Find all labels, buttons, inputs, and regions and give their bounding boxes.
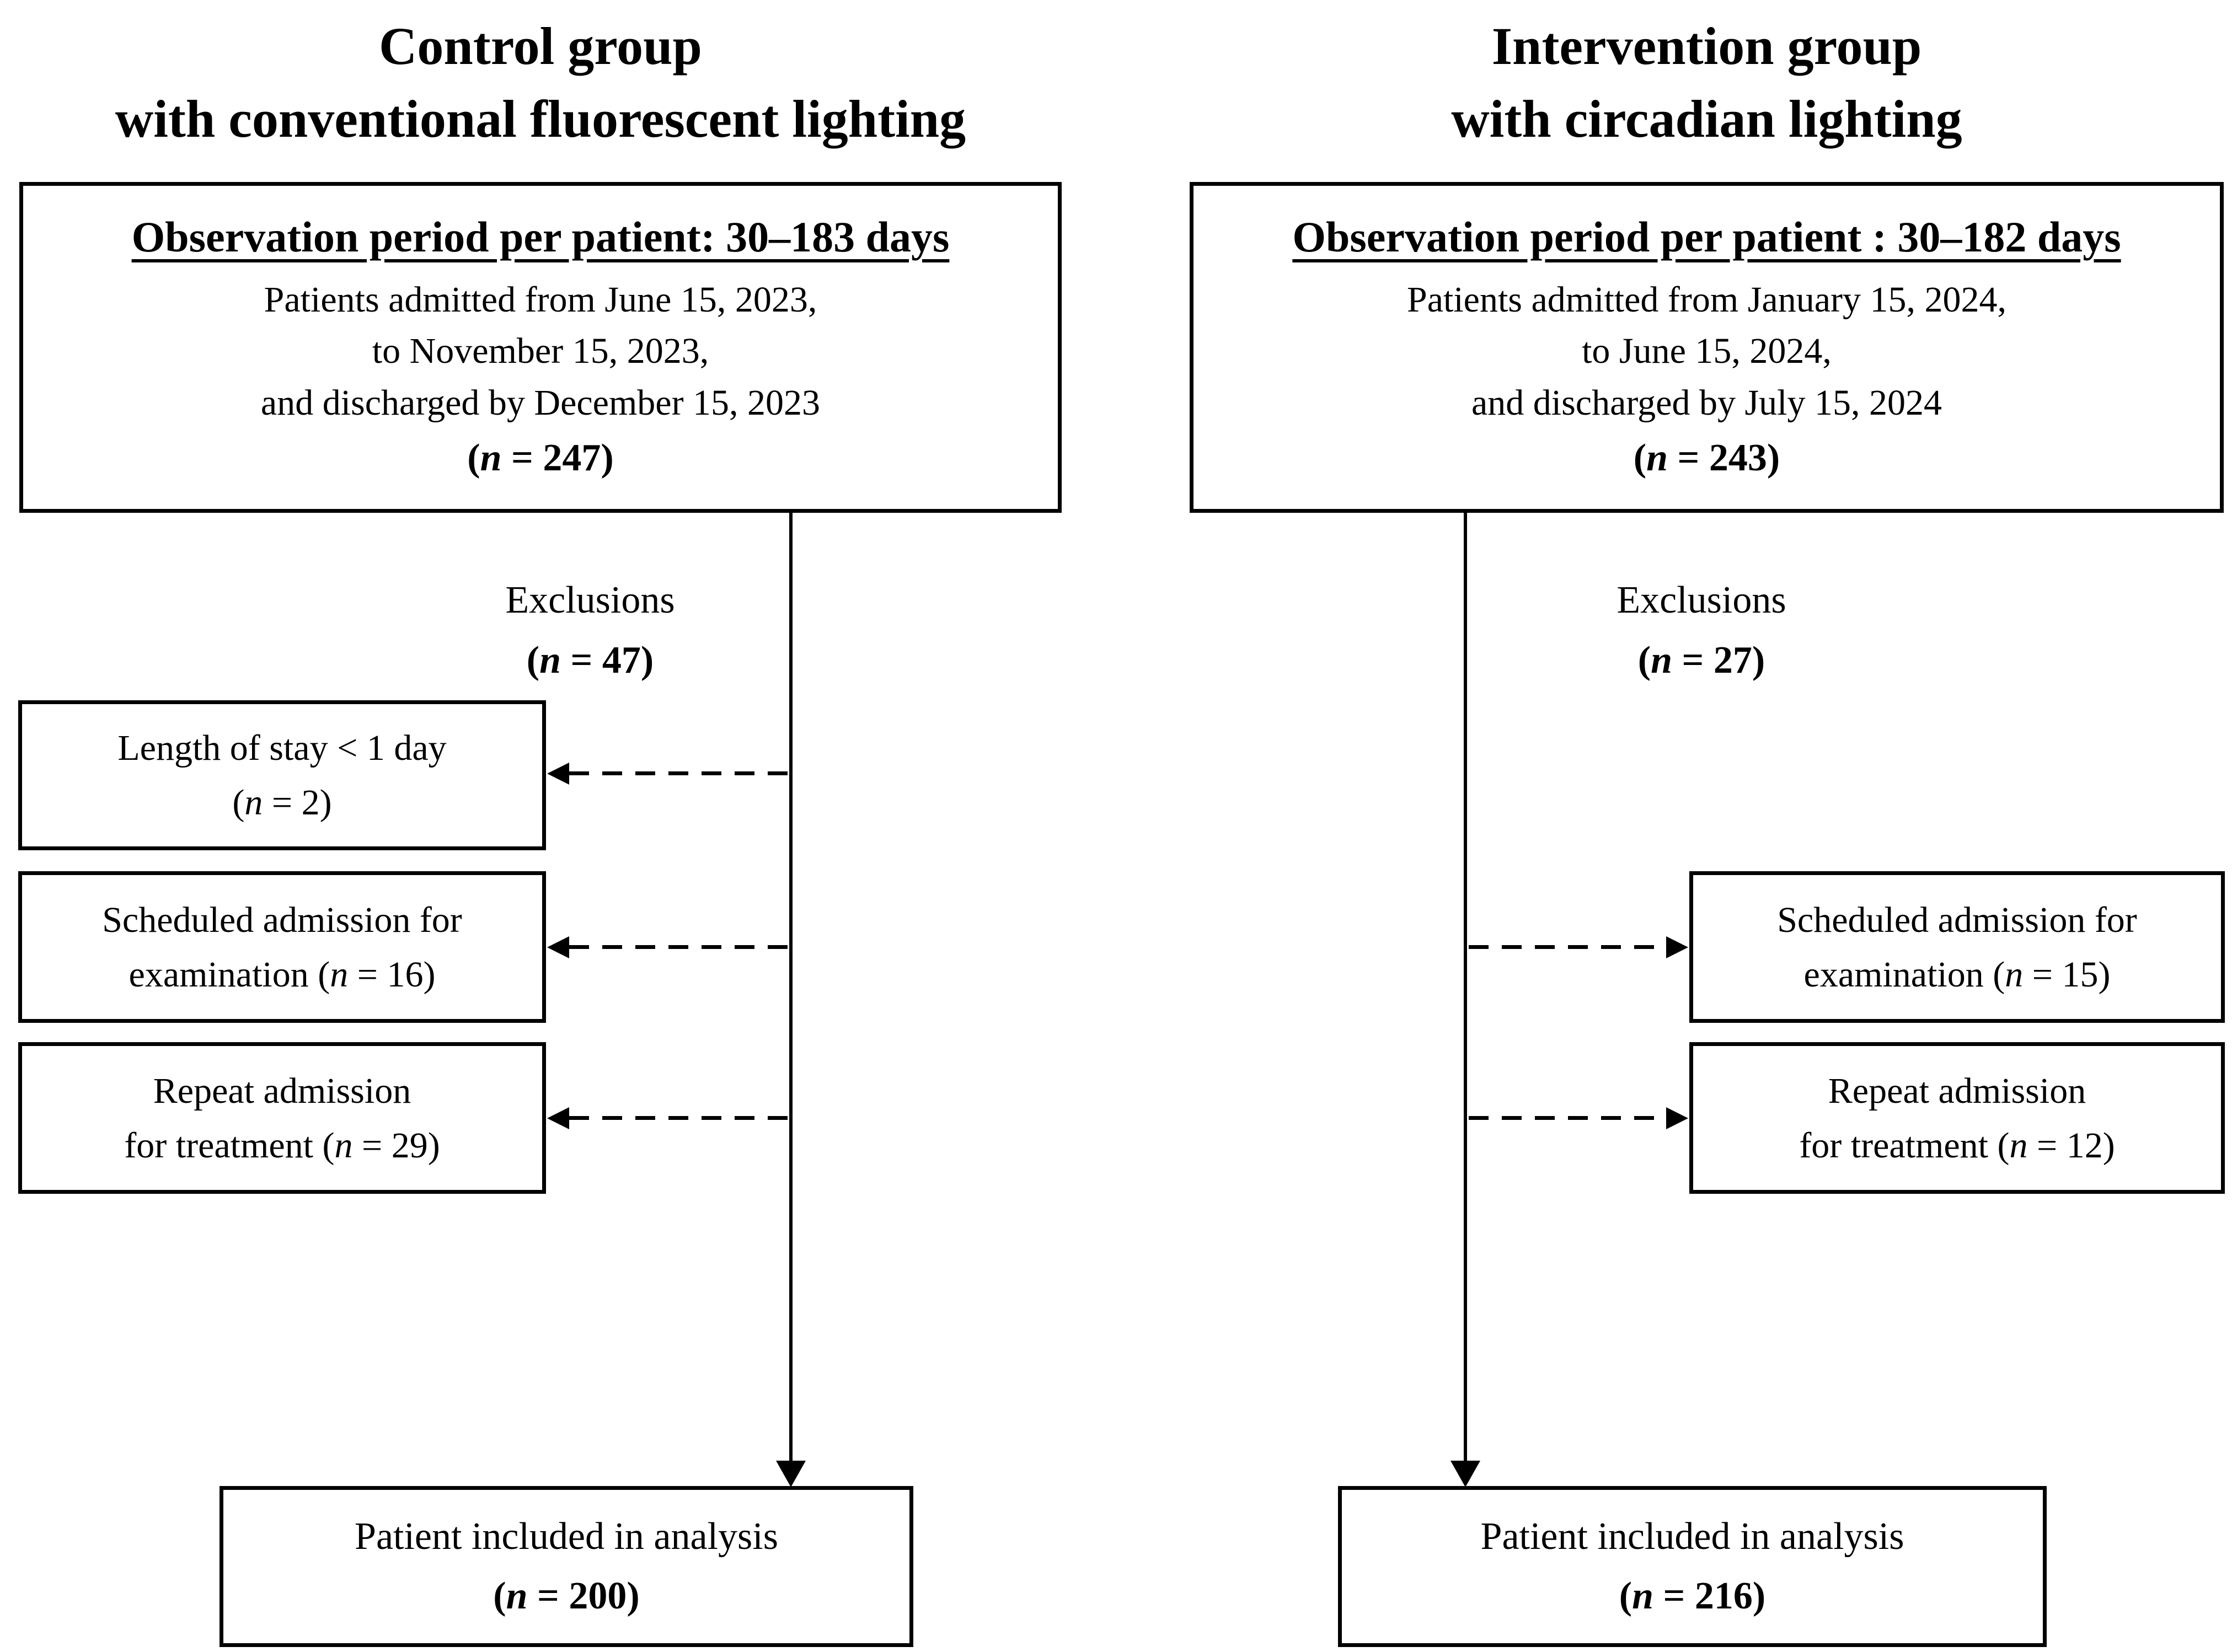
- intervention-flow-line: [1464, 513, 1467, 1462]
- control-observation-header: Observation period per patient: 30–183 d…: [131, 213, 950, 261]
- control-arrow-down-icon: [776, 1461, 806, 1487]
- exclusion-n: for treatment (n = 12): [1799, 1125, 2115, 1166]
- dashed-connector: [569, 945, 789, 949]
- intervention-title-line-1: Intervention group: [1491, 17, 1922, 76]
- intervention-exclusions-n: (n = 27): [1637, 639, 1765, 682]
- intervention-observation-header: Observation period per patient : 30–182 …: [1292, 213, 2121, 261]
- control-admission-line-2: to November 15, 2023,: [372, 331, 709, 372]
- control-included-n: (n = 200): [493, 1575, 640, 1617]
- intervention-title-line-2: with circadian lighting: [1451, 89, 1962, 149]
- dashed-connector: [1469, 945, 1666, 949]
- exclusion-n: examination (n = 15): [1803, 954, 2111, 995]
- intervention-observation-n: (n = 243): [1633, 436, 1780, 479]
- control-title-line-2: with conventional fluorescent lighting: [115, 89, 966, 149]
- arrow-left-icon: [547, 763, 569, 785]
- control-admission-line-1: Patients admitted from June 15, 2023,: [264, 279, 817, 320]
- control-exclusion-box-length-of-stay: Length of stay < 1 day (n = 2): [18, 700, 546, 850]
- control-exclusion-box-repeat-admission: Repeat admission for treatment (n = 29): [18, 1042, 546, 1194]
- dashed-connector: [1469, 1116, 1666, 1120]
- arrow-left-icon: [547, 936, 569, 958]
- control-included-line: Patient included in analysis: [355, 1515, 778, 1558]
- intervention-observation-box: Observation period per patient : 30–182 …: [1190, 182, 2224, 513]
- intervention-exclusion-box-scheduled-admission: Scheduled admission for examination (n =…: [1689, 871, 2225, 1023]
- exclusion-n: examination (n = 16): [129, 954, 436, 995]
- control-exclusions-label: Exclusions (n = 47): [353, 571, 827, 690]
- control-exclusion-box-scheduled-admission: Scheduled admission for examination (n =…: [18, 871, 546, 1023]
- intervention-admission-line-3: and discharged by July 15, 2024: [1471, 383, 1942, 423]
- control-observation-box: Observation period per patient: 30–183 d…: [19, 182, 1062, 513]
- control-group-title: Control group with conventional fluoresc…: [19, 10, 1062, 156]
- intervention-exclusions-text: Exclusions: [1617, 579, 1786, 621]
- intervention-exclusion-box-repeat-admission: Repeat admission for treatment (n = 12): [1689, 1042, 2225, 1194]
- control-admission-line-3: and discharged by December 15, 2023: [260, 383, 821, 423]
- control-included-box: Patient included in analysis (n = 200): [220, 1486, 913, 1647]
- exclusion-line: Length of stay < 1 day: [117, 728, 447, 768]
- arrow-right-icon: [1666, 1107, 1688, 1129]
- control-title-line-1: Control group: [379, 17, 702, 76]
- control-exclusions-n: (n = 47): [526, 639, 654, 682]
- intervention-included-box: Patient included in analysis (n = 216): [1338, 1486, 2047, 1647]
- arrow-left-icon: [547, 1107, 569, 1129]
- arrow-right-icon: [1666, 936, 1688, 958]
- intervention-arrow-down-icon: [1450, 1461, 1480, 1487]
- exclusion-line: Repeat admission: [153, 1070, 411, 1111]
- intervention-group-title: Intervention group with circadian lighti…: [1190, 10, 2224, 156]
- intervention-exclusions-label: Exclusions (n = 27): [1464, 571, 1939, 690]
- intervention-admission-line-2: to June 15, 2024,: [1582, 331, 1832, 372]
- intervention-admission-line-1: Patients admitted from January 15, 2024,: [1407, 279, 2006, 320]
- exclusion-n: (n = 2): [232, 782, 332, 823]
- intervention-included-line: Patient included in analysis: [1480, 1515, 1904, 1558]
- dashed-connector: [569, 771, 789, 775]
- exclusion-n: for treatment (n = 29): [124, 1125, 440, 1166]
- exclusion-line: Scheduled admission for: [1777, 899, 2137, 940]
- exclusion-line: Repeat admission: [1828, 1070, 2086, 1111]
- dashed-connector: [569, 1116, 789, 1120]
- intervention-included-n: (n = 216): [1619, 1575, 1766, 1617]
- control-observation-n: (n = 247): [467, 436, 614, 479]
- control-exclusions-text: Exclusions: [505, 579, 675, 621]
- control-flow-line: [789, 513, 793, 1462]
- exclusion-line: Scheduled admission for: [102, 899, 462, 940]
